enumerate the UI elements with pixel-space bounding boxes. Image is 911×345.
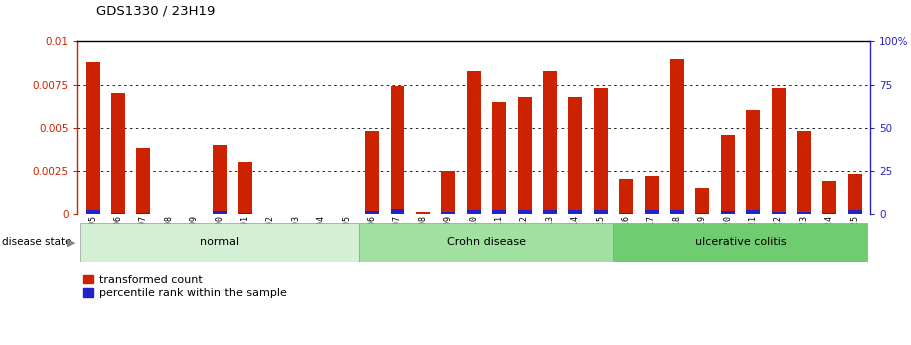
- Bar: [645, 210, 659, 214]
- Bar: [594, 210, 608, 214]
- Bar: [746, 210, 760, 214]
- Bar: [86, 210, 99, 214]
- Bar: [466, 71, 481, 214]
- Bar: [772, 211, 785, 214]
- Bar: [568, 210, 582, 214]
- Bar: [772, 88, 785, 214]
- Bar: [416, 212, 430, 214]
- Bar: [543, 210, 557, 214]
- Bar: [619, 213, 633, 214]
- Bar: [797, 212, 811, 214]
- Bar: [823, 213, 836, 214]
- Text: ulcerative colitis: ulcerative colitis: [695, 237, 786, 247]
- Bar: [670, 59, 684, 214]
- Bar: [365, 211, 379, 214]
- Bar: [797, 131, 811, 214]
- Bar: [695, 213, 710, 214]
- Bar: [695, 188, 710, 214]
- Bar: [365, 131, 379, 214]
- Bar: [492, 210, 507, 214]
- Bar: [670, 210, 684, 214]
- Bar: [721, 211, 735, 214]
- Bar: [391, 209, 404, 214]
- Text: normal: normal: [200, 237, 240, 247]
- Text: GDS1330 / 23H19: GDS1330 / 23H19: [96, 4, 215, 17]
- Bar: [111, 213, 125, 214]
- Bar: [212, 211, 227, 214]
- Bar: [212, 145, 227, 214]
- Bar: [238, 213, 252, 214]
- Bar: [238, 162, 252, 214]
- Bar: [466, 210, 481, 214]
- Bar: [568, 97, 582, 214]
- Bar: [848, 174, 862, 214]
- Text: Crohn disease: Crohn disease: [447, 237, 526, 247]
- Bar: [721, 135, 735, 214]
- Bar: [645, 176, 659, 214]
- Bar: [517, 210, 531, 214]
- Bar: [441, 212, 456, 214]
- Text: ▶: ▶: [67, 237, 75, 247]
- Bar: [492, 102, 507, 214]
- Bar: [391, 86, 404, 214]
- Legend: transformed count, percentile rank within the sample: transformed count, percentile rank withi…: [83, 275, 286, 298]
- Bar: [80, 223, 360, 262]
- Bar: [543, 71, 557, 214]
- Bar: [746, 110, 760, 214]
- Bar: [137, 213, 150, 214]
- Bar: [619, 179, 633, 214]
- Bar: [594, 88, 608, 214]
- Bar: [360, 223, 613, 262]
- Bar: [613, 223, 867, 262]
- Bar: [517, 97, 531, 214]
- Bar: [86, 62, 99, 214]
- Bar: [823, 181, 836, 214]
- Bar: [137, 148, 150, 214]
- Bar: [441, 171, 456, 214]
- Bar: [111, 93, 125, 214]
- Bar: [848, 210, 862, 214]
- Text: disease state: disease state: [2, 237, 71, 247]
